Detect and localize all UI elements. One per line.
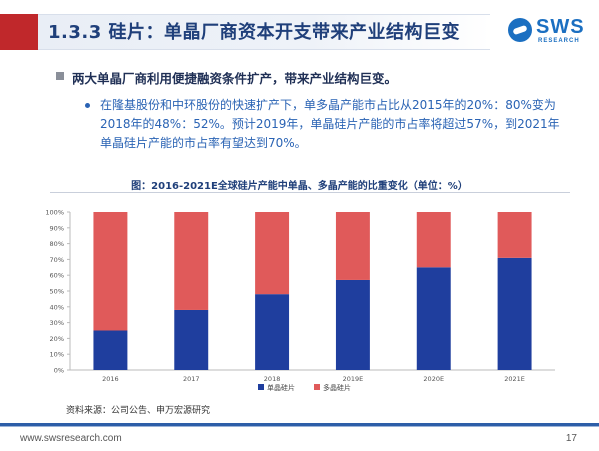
main-bullet: 两大单晶厂商利用便捷融资条件扩产，带来产业结构巨变。 xyxy=(56,68,572,87)
bar-segment xyxy=(335,212,370,280)
bar-segment xyxy=(416,267,451,370)
slide-title: 1.3.3 硅片：单晶厂商资本开支带来产业结构巨变 xyxy=(48,22,461,43)
legend-swatch xyxy=(314,384,320,390)
x-tick-label: 2017 xyxy=(183,375,200,383)
y-tick-label: 0% xyxy=(54,367,64,375)
legend-label: 多晶硅片 xyxy=(323,383,351,392)
x-tick-label: 2021E xyxy=(504,375,525,383)
y-tick-label: 30% xyxy=(50,319,64,327)
bar-segment xyxy=(497,212,532,258)
stacked-bar-chart: 0% 10% 20% 30% 40% 50% 60% 70% 80% 90% 100% 2016 201… xyxy=(45,209,555,392)
logo-subtext: RESEARCH xyxy=(538,38,580,44)
chart-title: 图：2016-2021E全球硅片产能中单晶、多晶产能的比重变化（单位：%） xyxy=(131,181,468,192)
y-tick-label: 80% xyxy=(50,240,64,248)
chart-title-divider xyxy=(50,192,570,193)
x-tick-label: 2019E xyxy=(343,375,364,383)
sws-logo: SWS RESEARCH xyxy=(508,16,586,50)
footer-divider xyxy=(0,423,599,426)
y-tick-label: 70% xyxy=(50,256,64,264)
y-tick-label: 100% xyxy=(45,209,64,217)
sub-bullet: 在隆基股份和中环股份的快速扩产下，单多晶产能市占比从2015年的20%：80%变… xyxy=(85,96,570,153)
legend-swatch xyxy=(258,384,264,390)
bar-segment xyxy=(335,279,370,370)
source-note: 资料来源：公司公告、申万宏源研究 xyxy=(66,406,211,416)
header-bar xyxy=(38,14,490,50)
x-tick-label: 2018 xyxy=(264,375,281,383)
logo-text: SWS xyxy=(536,16,585,38)
logo-globe-icon xyxy=(508,18,532,42)
bar-segment xyxy=(174,212,209,310)
y-tick-label: 90% xyxy=(50,224,64,232)
header-accent-block xyxy=(0,14,38,50)
page-number: 17 xyxy=(565,433,577,444)
y-tick-label: 60% xyxy=(50,272,64,280)
slide-header: 1.3.3 硅片：单晶厂商资本开支带来产业结构巨变 SWS RESEARCH xyxy=(0,0,599,62)
y-tick-label: 10% xyxy=(50,351,64,359)
bar-segment xyxy=(255,294,290,370)
footer-divider-thin xyxy=(0,426,599,427)
bar-segment xyxy=(416,212,451,268)
bar-segment xyxy=(174,309,209,370)
legend-label: 单晶硅片 xyxy=(267,383,295,392)
y-tick-label: 40% xyxy=(50,303,64,311)
x-tick-label: 2020E xyxy=(423,375,444,383)
bar-segment xyxy=(93,330,128,370)
x-tick-label: 2016 xyxy=(102,375,119,383)
bar-segment xyxy=(255,212,290,295)
y-tick-label: 20% xyxy=(50,335,64,343)
bar-segment xyxy=(497,257,532,370)
footer-url: www.swsresearch.com xyxy=(20,433,122,444)
bar-segment xyxy=(93,212,128,331)
y-tick-label: 50% xyxy=(50,288,64,296)
